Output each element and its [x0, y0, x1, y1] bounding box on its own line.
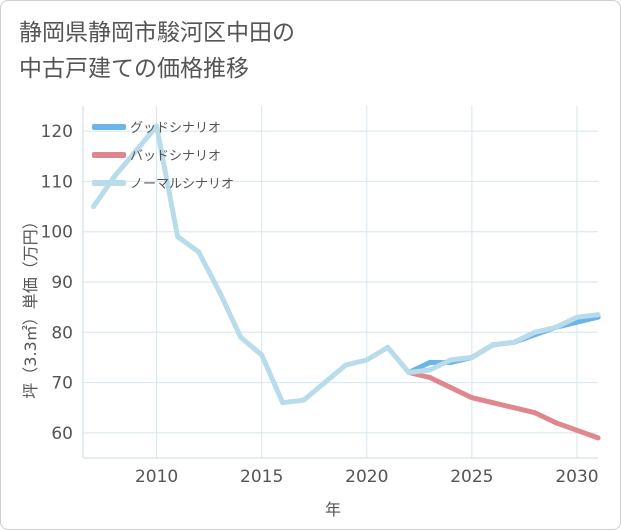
data-point — [343, 362, 349, 368]
y-axis-label: 坪（3.3㎡）単価（万円） — [21, 213, 40, 398]
y-tick-label: 80 — [51, 323, 73, 343]
legend-label: グッドシナリオ — [130, 121, 221, 136]
data-point — [112, 173, 118, 179]
chart-title: 静岡県静岡市駿河区中田の 中古戸建ての価格推移 — [19, 20, 295, 82]
x-tick-label: 2015 — [240, 467, 283, 487]
data-point — [133, 148, 139, 154]
legend-swatch — [92, 124, 126, 130]
data-point — [217, 289, 223, 295]
data-point — [448, 385, 454, 391]
data-point — [469, 395, 475, 401]
data-point — [448, 357, 454, 363]
data-point — [595, 312, 601, 318]
data-point — [511, 405, 517, 411]
data-point — [406, 370, 412, 376]
x-axis-label: 年 — [325, 500, 341, 519]
data-point — [196, 249, 202, 255]
axes: 60 70 80 90 100 110 120 2010 2015 2020 2025 2030 — [41, 106, 599, 487]
data-point — [553, 324, 559, 330]
data-point — [490, 342, 496, 348]
data-point — [280, 400, 286, 406]
x-tick-label: 2020 — [345, 467, 388, 487]
x-tick-label: 2030 — [555, 467, 598, 487]
series-lines — [91, 123, 601, 441]
y-tick-label: 90 — [51, 273, 73, 293]
data-point — [322, 380, 328, 386]
data-point — [91, 204, 97, 210]
data-point — [532, 410, 538, 416]
legend-swatch — [92, 180, 126, 186]
data-point — [259, 352, 265, 358]
data-point — [385, 344, 391, 350]
data-point — [553, 420, 559, 426]
series-line-2 — [406, 370, 601, 441]
data-point — [490, 400, 496, 406]
y-tick-label: 110 — [41, 172, 73, 192]
data-point — [595, 435, 601, 441]
data-point — [154, 123, 160, 129]
data-point — [574, 314, 580, 320]
series-line-3 — [91, 123, 601, 406]
data-point — [469, 354, 475, 360]
data-point — [532, 329, 538, 335]
x-tick-label: 2025 — [450, 467, 493, 487]
data-point — [427, 375, 433, 381]
data-point — [427, 367, 433, 373]
data-point — [175, 234, 181, 240]
data-point — [238, 334, 244, 340]
y-tick-label: 120 — [41, 122, 73, 142]
legend-label: ノーマルシナリオ — [130, 177, 234, 192]
data-point — [301, 397, 307, 403]
data-point — [364, 357, 370, 363]
legend-swatch — [92, 152, 126, 158]
data-point — [574, 319, 580, 325]
x-tick-label: 2010 — [135, 467, 178, 487]
legend-label: バッドシナリオ — [130, 149, 221, 164]
y-tick-label: 100 — [41, 223, 73, 243]
y-tick-label: 60 — [51, 424, 73, 444]
data-point — [427, 359, 433, 365]
y-tick-label: 70 — [51, 374, 73, 394]
data-point — [574, 427, 580, 433]
data-point — [511, 339, 517, 345]
